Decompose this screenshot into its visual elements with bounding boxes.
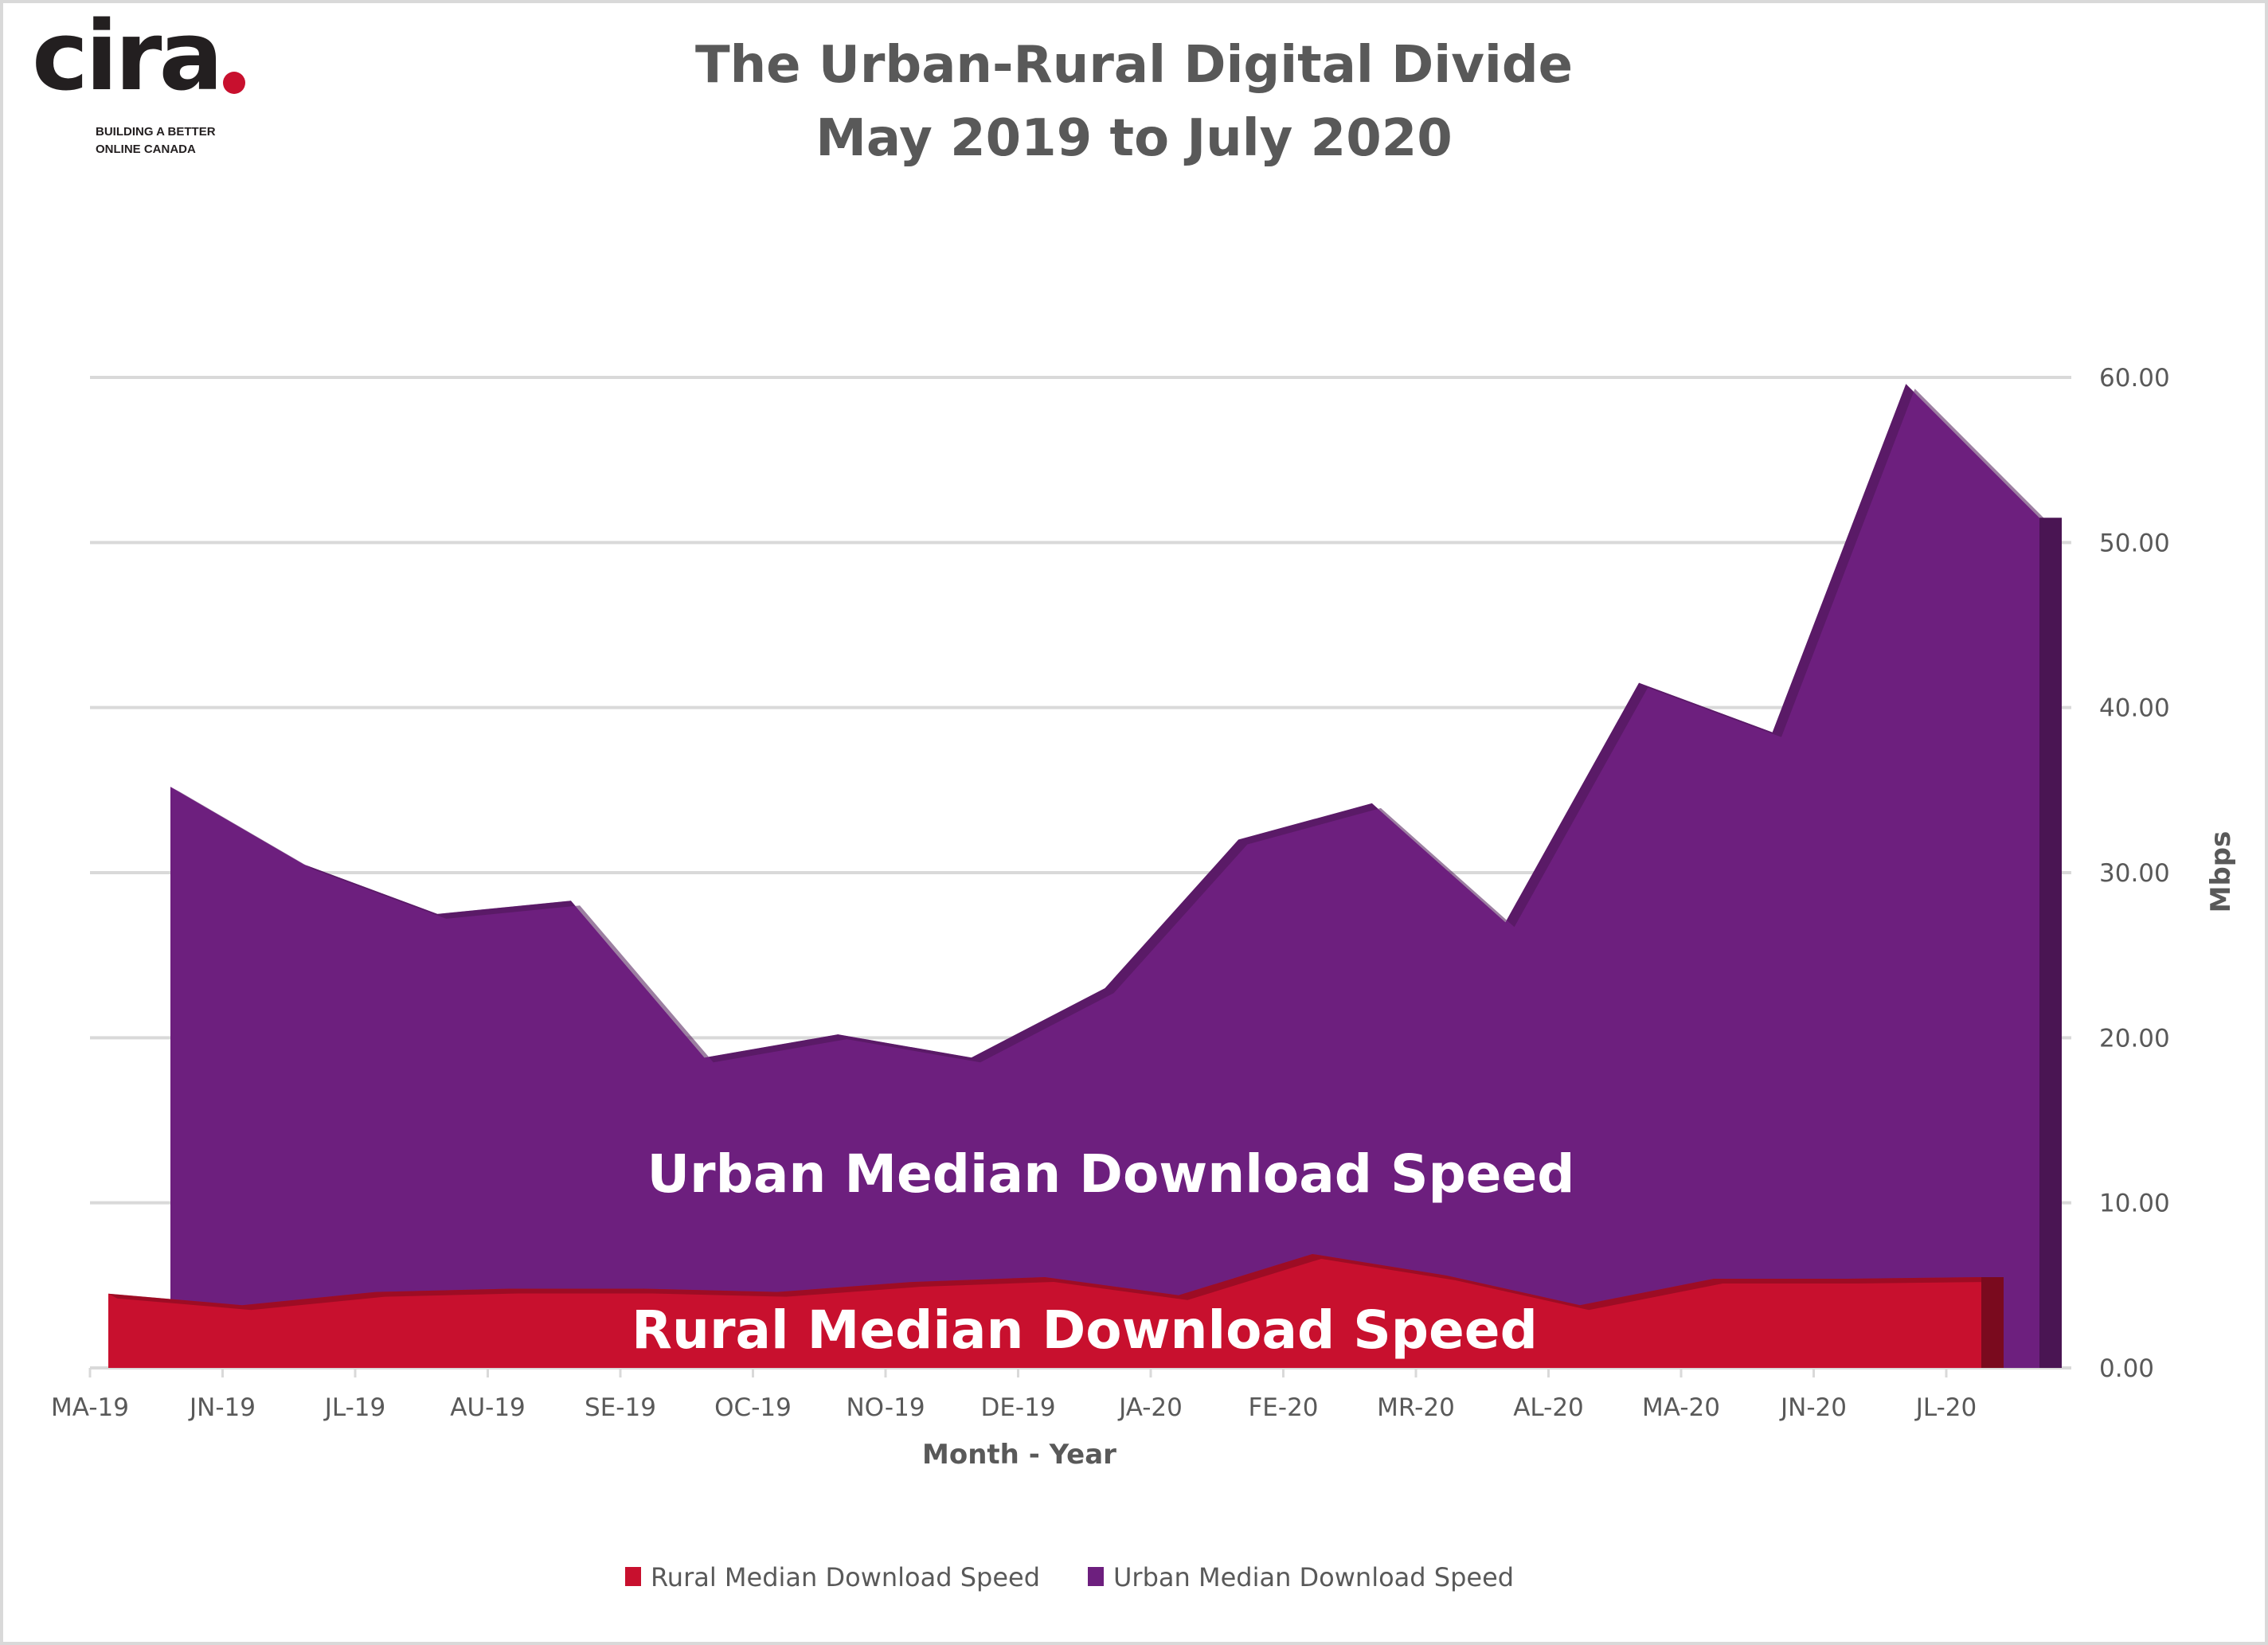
x-tick-label: OC-19 — [714, 1393, 792, 1422]
legend-label-rural: Rural Median Download Speed — [651, 1562, 1040, 1592]
logo-tagline-2: ONLINE CANADA — [96, 143, 196, 156]
x-tick-label: JN-20 — [1779, 1393, 1847, 1422]
area-side-edge — [1981, 1276, 2004, 1368]
x-tick-label: AU-19 — [450, 1393, 526, 1422]
area-rural — [108, 1253, 1981, 1368]
x-tick-label: AL-20 — [1513, 1393, 1584, 1422]
y-axis-ticks: 0.00 10.00 20.00 30.00 40.00 50.00 60.00 — [2099, 364, 2170, 1383]
x-tick-label: SE-19 — [585, 1393, 656, 1422]
urban-series-label: Urban Median Download Speed — [647, 1143, 1574, 1205]
logo-tagline-1: BUILDING A BETTER — [96, 125, 216, 139]
x-tick-label: JN-19 — [188, 1393, 256, 1422]
x-tick-label: JA-20 — [1117, 1393, 1183, 1422]
logo-globe-icon — [223, 72, 245, 94]
chart-title: The Urban-Rural Digital Divide — [695, 36, 1573, 95]
y-tick-label: 40.00 — [2099, 694, 2170, 723]
plot-areas — [108, 384, 2062, 1368]
y-axis-title: Mbps — [2205, 831, 2237, 913]
x-tick-label: DE-19 — [980, 1393, 1055, 1422]
chart-subtitle: May 2019 to July 2020 — [815, 109, 1453, 168]
x-tick-label: MA-19 — [51, 1393, 129, 1422]
y-tick-label: 0.00 — [2099, 1354, 2154, 1383]
legend-swatch-rural — [625, 1567, 641, 1586]
area-urban — [170, 384, 2039, 1368]
logo-wordmark: cira — [32, 2, 220, 112]
y-tick-label: 20.00 — [2099, 1024, 2170, 1053]
cira-logo: cira BUILDING A BETTER ONLINE CANADA — [32, 2, 245, 156]
x-tick-label: MR-20 — [1377, 1393, 1455, 1422]
legend-item-rural[interactable]: Rural Median Download Speed — [625, 1562, 1040, 1592]
y-tick-label: 30.00 — [2099, 859, 2170, 888]
legend-swatch-urban — [1088, 1567, 1104, 1586]
x-tick-label: JL-19 — [323, 1393, 386, 1422]
area-top-edge — [108, 1253, 1991, 1311]
y-tick-label: 50.00 — [2099, 529, 2170, 557]
legend-label-urban: Urban Median Download Speed — [1113, 1562, 1514, 1592]
x-tick-label: FE-20 — [1248, 1393, 1318, 1422]
x-tick-label: JL-20 — [1914, 1393, 1977, 1422]
legend-item-urban[interactable]: Urban Median Download Speed — [1088, 1562, 1514, 1592]
x-axis-title: Month - Year — [922, 1439, 1116, 1471]
x-tick-label: MA-20 — [1642, 1393, 1720, 1422]
y-tick-label: 10.00 — [2099, 1190, 2170, 1218]
x-axis-ticks: MA-19 JN-19 JL-19 AU-19 SE-19 OC-19 NO-19 DE-19… — [51, 1368, 1977, 1422]
legend: Rural Median Download Speed Urban Median… — [625, 1562, 1514, 1592]
y-tick-label: 60.00 — [2099, 364, 2170, 393]
rural-series-label: Rural Median Download Speed — [632, 1299, 1538, 1361]
area-side-edge — [2039, 518, 2062, 1368]
x-tick-label: NO-19 — [846, 1393, 925, 1422]
